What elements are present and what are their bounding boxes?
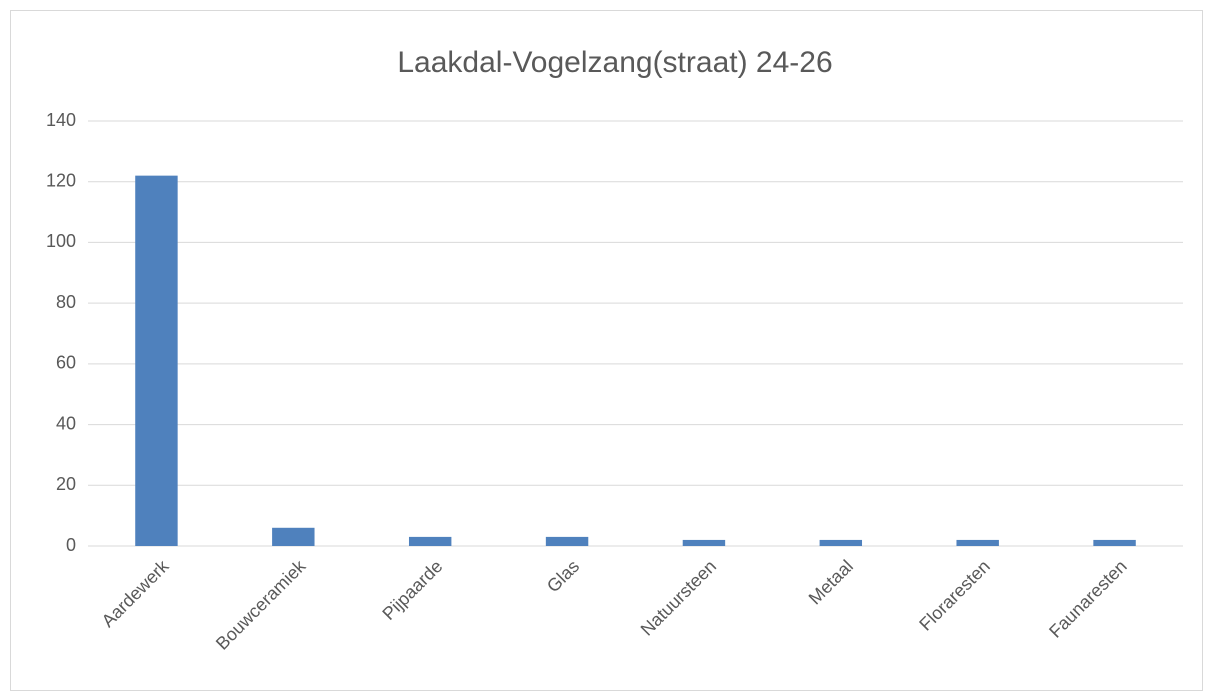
bar (682, 539, 726, 546)
y-tick-label: 80 (56, 292, 76, 312)
y-tick-label: 40 (56, 413, 76, 433)
y-tick-label: 60 (56, 353, 76, 373)
bar (408, 536, 452, 546)
y-tick-label: 120 (46, 170, 76, 190)
chart-title: Laakdal-Vogelzang(straat) 24-26 (397, 46, 832, 79)
chart-border (10, 10, 1203, 691)
bar (956, 539, 999, 546)
y-tick-label: 20 (56, 474, 76, 494)
bar (819, 539, 863, 546)
y-tick-label: 0 (66, 535, 76, 555)
y-tick-label: 140 (46, 110, 76, 130)
y-tick-label: 100 (46, 231, 76, 251)
bar (272, 527, 315, 546)
bar (135, 175, 178, 546)
bar (545, 536, 589, 546)
bar (1093, 539, 1136, 546)
